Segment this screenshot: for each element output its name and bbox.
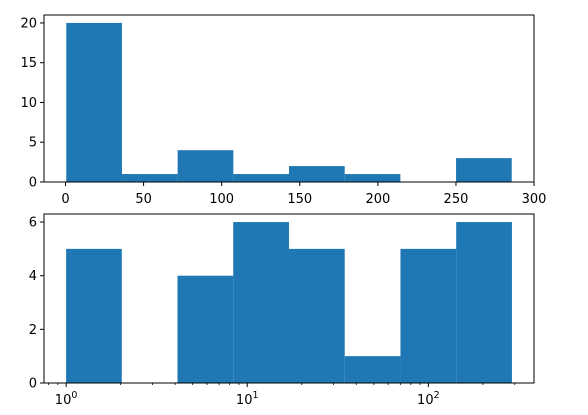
x-tick-label: 101 [236,390,259,408]
x-tick-label-base: 10 [236,393,253,408]
histogram-bar [288,248,345,383]
x-tick-label: 250 [444,192,469,207]
y-tick-label: 20 [20,16,37,31]
histogram-bar [233,222,289,383]
histogram-bar [344,174,401,182]
x-tick-label: 100 [55,390,78,408]
histogram-bar [400,248,457,383]
y-tick-label: 15 [20,56,37,71]
y-tick-label: 0 [29,176,37,191]
x-tick-label-exponent: 1 [252,390,258,401]
y-tick-label: 0 [29,377,37,392]
x-tick-label: 200 [365,192,390,207]
histogram-bar [289,166,345,182]
x-tick-label: 102 [417,390,440,408]
histogram-bar [66,22,122,183]
histogram-bar [456,222,512,383]
axes-frame [43,14,535,183]
y-tick-label: 4 [29,269,37,284]
x-tick-label: 150 [287,192,312,207]
histogram-bar [177,275,234,383]
histogram-bar [344,356,401,383]
y-tick-label: 5 [29,136,37,151]
x-tick-label-base: 10 [55,393,72,408]
x-tick-label: 300 [522,192,547,207]
histogram-bar [66,248,122,383]
histogram-bar [456,158,512,182]
histogram-bar [121,174,178,182]
axes-frame [43,213,535,384]
histogram-bar [233,174,289,182]
x-tick-label-exponent: 2 [434,390,440,401]
histogram-bar [177,150,234,182]
y-tick-label: 6 [29,216,37,231]
y-tick-label: 2 [29,323,37,338]
x-tick-label: 50 [135,192,152,207]
x-tick-label-exponent: 0 [71,390,77,401]
x-tick-label: 0 [61,192,69,207]
x-tick-label-base: 10 [417,393,434,408]
y-tick-label: 10 [20,96,37,111]
x-tick-label: 100 [209,192,234,207]
